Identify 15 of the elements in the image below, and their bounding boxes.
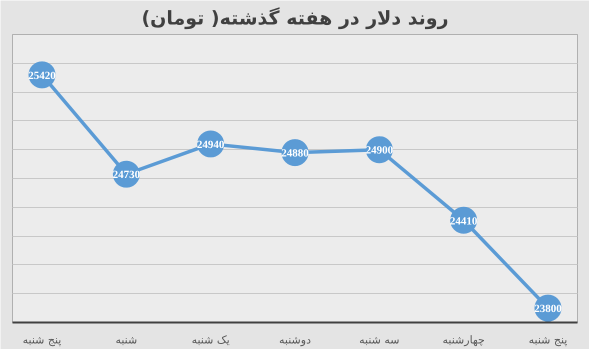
data-label: 25420: [28, 70, 56, 82]
x-tick-label: شنبه: [115, 334, 138, 346]
chart-title: روند دلار در هفته گذشته( تومان): [141, 6, 449, 30]
data-label: 23800: [534, 303, 562, 316]
data-label: 24880: [281, 148, 310, 160]
x-tick-label: چهارشنبه: [442, 334, 485, 346]
data-label: 24900: [366, 144, 394, 157]
data-label: 24730: [112, 169, 141, 182]
x-tick-label: یک شنبه: [192, 334, 230, 346]
x-tick-label: سه شنبه: [359, 334, 400, 346]
x-tick-label: پنج شنبه: [528, 334, 568, 346]
data-label: 24410: [450, 215, 478, 228]
x-tick-label: دوشنبه: [279, 334, 312, 346]
data-label: 24940: [196, 138, 225, 151]
x-tick-label: پنج شنبه: [22, 334, 62, 346]
